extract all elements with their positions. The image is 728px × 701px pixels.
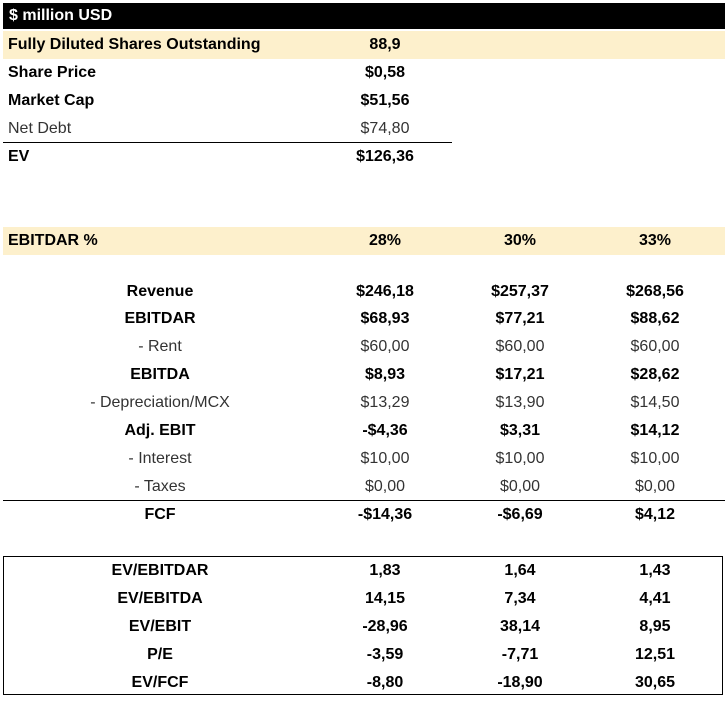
summary-label: EV [8, 148, 30, 165]
row-value: -$6,69 [497, 506, 543, 523]
summary-label: Fully Diluted Shares Outstanding [8, 36, 261, 53]
row-value: $10,00 [360, 450, 410, 467]
income-row-depreciation: - Depreciation/MCX $13,29 $13,90 $14,50 [0, 389, 728, 417]
summary-value: $74,80 [360, 120, 410, 137]
multiple-row-ev-ebitdar: EV/EBITDAR 1,83 1,64 1,43 [0, 557, 728, 585]
row-label: - Taxes [134, 478, 186, 495]
row-value: $4,12 [634, 506, 676, 523]
summary-value: $51,56 [360, 92, 410, 109]
row-value: $10,00 [495, 450, 545, 467]
income-row-ebitdar: EBITDAR $68,93 $77,21 $88,62 [0, 305, 728, 333]
scenario-label: EBITDAR % [8, 232, 98, 249]
row-value: -3,59 [366, 646, 404, 663]
income-row-adj-ebit: Adj. EBIT -$4,36 $3,31 $14,12 [0, 417, 728, 445]
row-value: $17,21 [495, 366, 545, 383]
scenario-value: 28% [368, 232, 402, 249]
summary-label: Market Cap [8, 92, 95, 109]
row-value: 4,41 [639, 590, 671, 607]
row-label: EV/EBITDA [117, 590, 203, 607]
row-value: 14,15 [364, 590, 406, 607]
summary-value: $126,36 [356, 148, 414, 165]
row-value: $77,21 [495, 310, 545, 327]
multiple-row-pe: P/E -3,59 -7,71 12,51 [0, 641, 728, 669]
row-value: 8,95 [639, 618, 671, 635]
row-value: 12,51 [634, 646, 676, 663]
row-value: $14,12 [630, 422, 680, 439]
income-row-taxes: - Taxes $0,00 $0,00 $0,00 [0, 473, 728, 501]
row-value: $8,93 [364, 366, 406, 383]
scenario-highlight [3, 227, 725, 255]
row-value: $268,56 [626, 283, 684, 300]
row-label: P/E [147, 646, 173, 663]
row-value: -7,71 [501, 646, 539, 663]
row-label: Revenue [126, 283, 194, 300]
summary-label: Share Price [8, 64, 97, 81]
income-row-fcf: FCF -$14,36 -$6,69 $4,12 [0, 501, 728, 529]
summary-row-shares: Fully Diluted Shares Outstanding 88,9 [0, 31, 728, 59]
row-value: $0,00 [634, 478, 676, 495]
summary-label: Net Debt [8, 120, 72, 137]
row-label: - Rent [138, 338, 182, 355]
row-label: FCF [144, 506, 176, 523]
row-value: $257,37 [491, 283, 549, 300]
multiple-row-ev-ebitda: EV/EBITDA 14,15 7,34 4,41 [0, 585, 728, 613]
row-value: $13,90 [495, 394, 545, 411]
scenario-value: 33% [638, 232, 672, 249]
income-row-rent: - Rent $60,00 $60,00 $60,00 [0, 333, 728, 361]
row-label: EBITDAR [124, 310, 196, 327]
row-label: EV/EBIT [128, 618, 192, 635]
row-value: -28,96 [362, 618, 408, 635]
row-value: -$4,36 [362, 422, 408, 439]
row-label: Adj. EBIT [124, 422, 196, 439]
row-value: 1,64 [504, 562, 536, 579]
row-label: - Depreciation/MCX [90, 394, 230, 411]
row-label: EV/FCF [131, 674, 189, 691]
row-value: $88,62 [630, 310, 680, 327]
row-value: $60,00 [630, 338, 680, 355]
income-row-interest: - Interest $10,00 $10,00 $10,00 [0, 445, 728, 473]
row-value: $60,00 [360, 338, 410, 355]
scenario-row: EBITDAR % 28% 30% 33% [0, 227, 728, 255]
row-value: $13,29 [360, 394, 410, 411]
summary-row-ev: EV $126,36 [0, 143, 728, 171]
row-value: $10,00 [630, 450, 680, 467]
income-row-revenue: Revenue $246,18 $257,37 $268,56 [0, 278, 728, 306]
summary-value: 88,9 [369, 36, 401, 53]
row-value: -$14,36 [357, 506, 413, 523]
summary-value: $0,58 [364, 64, 406, 81]
row-value: $60,00 [495, 338, 545, 355]
multiple-row-ev-ebit: EV/EBIT -28,96 38,14 8,95 [0, 613, 728, 641]
row-value: $68,93 [360, 310, 410, 327]
summary-row-market-cap: Market Cap $51,56 [0, 87, 728, 115]
scenario-value: 30% [503, 232, 537, 249]
row-label: EV/EBITDAR [111, 562, 209, 579]
multiple-row-ev-fcf: EV/FCF -8,80 -18,90 30,65 [0, 669, 728, 697]
row-label: EBITDA [130, 366, 190, 383]
row-value: $28,62 [630, 366, 680, 383]
shares-highlight [3, 31, 725, 59]
table-header: $ million USD [3, 3, 725, 29]
row-value: 30,65 [634, 674, 676, 691]
row-value: $3,31 [499, 422, 541, 439]
row-value: 1,83 [369, 562, 401, 579]
row-value: $246,18 [356, 283, 414, 300]
income-row-ebitda: EBITDA $8,93 $17,21 $28,62 [0, 361, 728, 389]
multiples-box [3, 556, 723, 695]
row-value: 7,34 [504, 590, 536, 607]
ev-divider [3, 142, 452, 143]
row-value: -18,90 [497, 674, 543, 691]
row-label: - Interest [128, 450, 192, 467]
row-value: $14,50 [630, 394, 680, 411]
row-value: 1,43 [639, 562, 671, 579]
summary-row-net-debt: Net Debt $74,80 [0, 115, 728, 143]
row-value: 38,14 [499, 618, 541, 635]
header-title: $ million USD [9, 7, 113, 24]
row-value: $0,00 [499, 478, 541, 495]
row-value: $0,00 [364, 478, 406, 495]
fcf-divider [3, 500, 725, 501]
row-value: -8,80 [366, 674, 404, 691]
summary-row-share-price: Share Price $0,58 [0, 59, 728, 87]
